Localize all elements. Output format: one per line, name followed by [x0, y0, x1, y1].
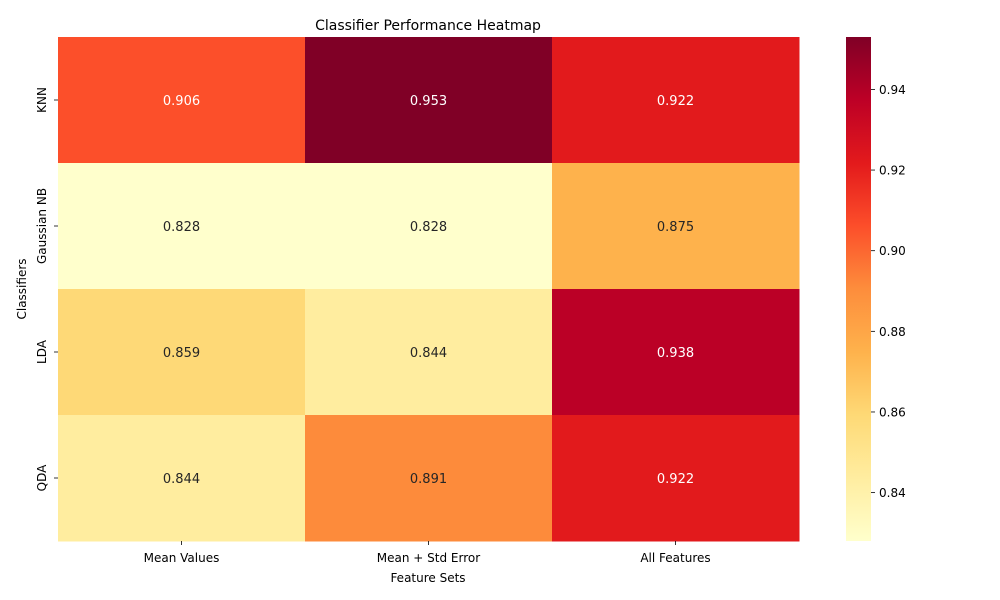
x-tick-label: Mean + Std Error: [377, 551, 480, 565]
cell-value-label: 0.938: [657, 346, 694, 361]
cell-value-label: 0.906: [163, 94, 200, 109]
colorbar-tick-label: 0.88: [879, 325, 906, 339]
cell-value-label: 0.844: [163, 472, 200, 487]
x-tick-label: All Features: [640, 551, 710, 565]
heatmap-cell: [305, 163, 553, 290]
heatmap-cell: [305, 37, 553, 164]
heatmap-cell: [305, 289, 553, 416]
heatmap-cell: [552, 289, 800, 416]
y-tick-label: Gaussian NB: [35, 188, 49, 264]
x-axis-label: Feature Sets: [390, 571, 465, 585]
y-axis-ticks: KNN Gaussian NB LDA QDA: [35, 87, 58, 491]
y-axis-label: Classifiers: [15, 258, 29, 319]
heatmap-cell: [552, 37, 800, 164]
cell-value-label: 0.844: [410, 346, 447, 361]
cell-value-label: 0.828: [163, 220, 200, 235]
heatmap-cell-labels: 0.906 0.953 0.922 0.828 0.828 0.875 0.859 0.844…: [163, 94, 694, 487]
heatmap-cell: [58, 37, 306, 164]
heatmap-cell: [552, 163, 800, 290]
cell-value-label: 0.875: [657, 220, 694, 235]
heatmap-cell: [305, 415, 553, 542]
y-tick-label: LDA: [35, 339, 49, 364]
heatmap-cell: [552, 415, 800, 542]
heatmap-cell: [58, 163, 306, 290]
cell-value-label: 0.891: [410, 472, 447, 487]
cell-value-label: 0.953: [410, 94, 447, 109]
chart-title: Classifier Performance Heatmap: [315, 18, 541, 34]
heatmap-cell: [58, 289, 306, 416]
cell-value-label: 0.922: [657, 472, 694, 487]
colorbar-tick-label: 0.90: [879, 244, 906, 258]
cell-value-label: 0.922: [657, 94, 694, 109]
cell-value-label: 0.828: [410, 220, 447, 235]
x-tick-label: Mean Values: [144, 551, 220, 565]
colorbar-tick-label: 0.84: [879, 486, 906, 500]
colorbar-ticks: 0.84 0.86 0.88 0.90 0.92 0.94: [871, 83, 906, 500]
heatmap-cells: [58, 37, 800, 542]
colorbar: [846, 37, 871, 541]
colorbar-tick-label: 0.94: [879, 83, 906, 97]
x-axis-ticks: Mean Values Mean + Std Error All Features: [144, 541, 711, 565]
y-tick-label: KNN: [35, 87, 49, 113]
colorbar-tick-label: 0.86: [879, 405, 906, 419]
cell-value-label: 0.859: [163, 346, 200, 361]
y-tick-label: QDA: [35, 464, 49, 491]
heatmap-cell: [58, 415, 306, 542]
colorbar-tick-label: 0.92: [879, 164, 906, 178]
